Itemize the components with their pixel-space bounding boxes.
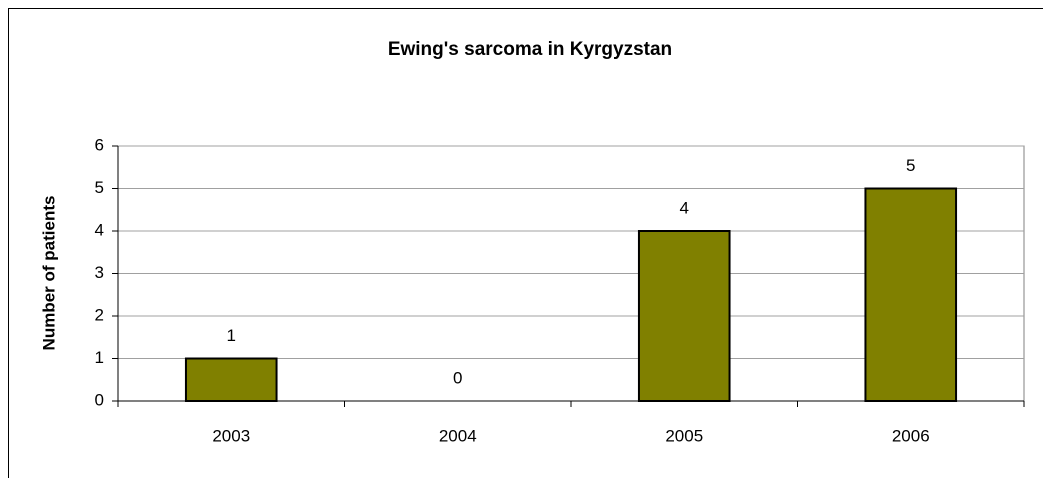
chart-title: Ewing's sarcoma in Kyrgyzstan	[388, 39, 672, 60]
y-tick-label: 4	[95, 220, 104, 239]
bar	[864, 187, 958, 402]
y-tick-label: 3	[95, 263, 104, 282]
bar	[184, 357, 278, 402]
x-tick-label: 2004	[439, 426, 477, 445]
y-axis-label: Number of patients	[39, 196, 58, 351]
y-tick-label: 6	[95, 135, 104, 154]
y-tick-label: 5	[95, 178, 104, 197]
y-tick-label: 0	[95, 390, 104, 409]
data-label: 4	[680, 198, 689, 217]
data-label: 0	[453, 368, 462, 387]
x-tick-label: 2003	[212, 426, 250, 445]
data-label: 5	[906, 156, 915, 175]
y-tick-label: 2	[95, 305, 104, 324]
y-tick-label: 1	[95, 348, 104, 367]
x-tick-label: 2006	[892, 426, 930, 445]
x-tick-label: 2005	[665, 426, 703, 445]
bar	[637, 230, 731, 402]
data-label: 1	[227, 326, 236, 345]
